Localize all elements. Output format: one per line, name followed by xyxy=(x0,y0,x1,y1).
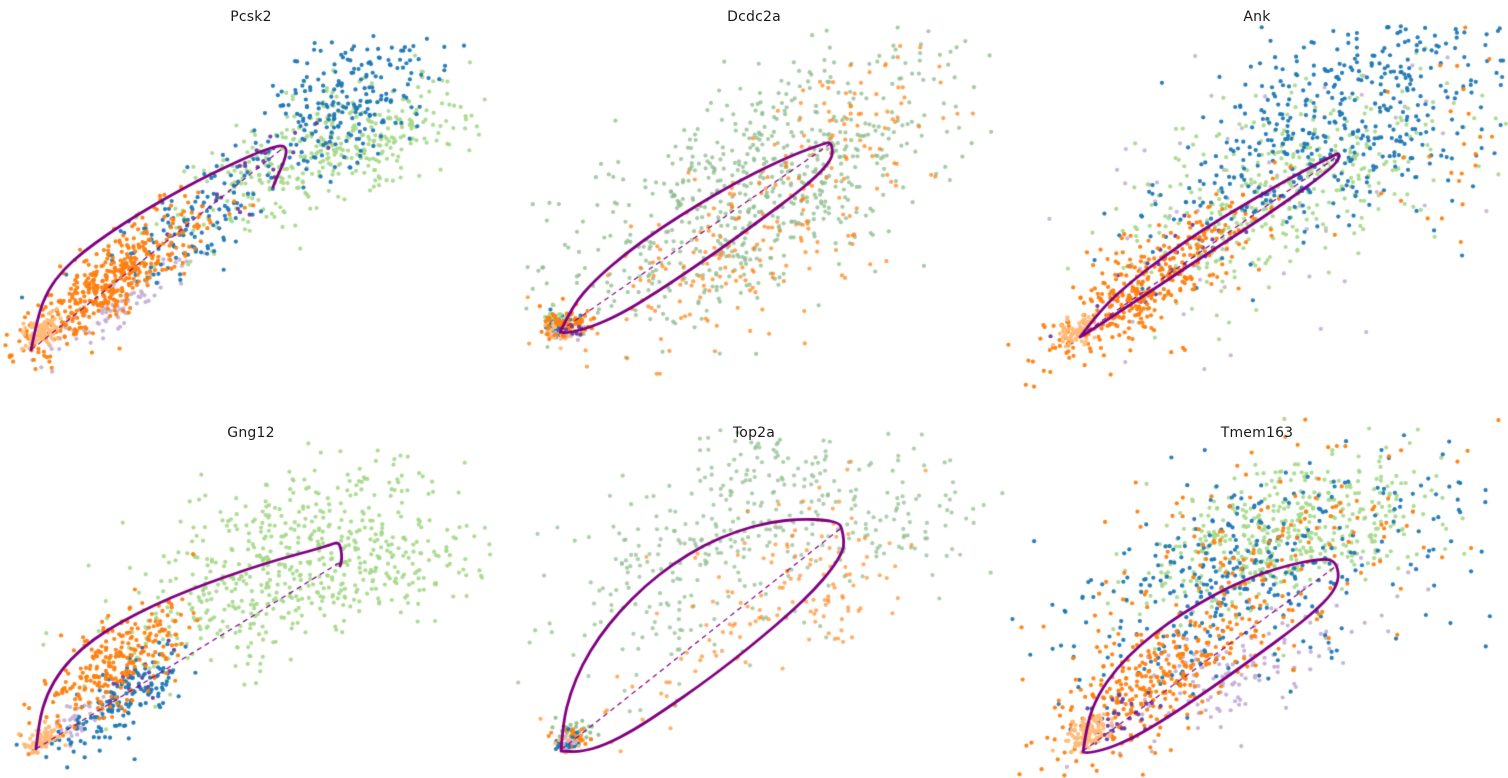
panel-top2a: Top2a xyxy=(503,389,1005,778)
scatter-plot-tmem163 xyxy=(1006,389,1508,778)
gene-title-top2a: Top2a xyxy=(732,425,776,441)
panel-tmem163: Tmem163 xyxy=(1006,389,1508,778)
gene-title-pcsk2: Pcsk2 xyxy=(230,9,272,25)
gene-title-tmem163: Tmem163 xyxy=(1220,425,1294,441)
panel-ank: Ank xyxy=(1006,0,1508,389)
scatter-plot-pcsk2 xyxy=(0,0,502,389)
panel-pcsk2: Pcsk2 xyxy=(0,0,502,389)
gene-title-gng12: Gng12 xyxy=(227,425,275,441)
scatter-plot-top2a xyxy=(503,389,1005,778)
panel-dcdc2a: Dcdc2a xyxy=(503,0,1005,389)
scatter-plot-ank xyxy=(1006,0,1508,389)
panel-gng12: Gng12 xyxy=(0,389,502,778)
scatter-plot-dcdc2a xyxy=(503,0,1005,389)
gene-title-ank: Ank xyxy=(1243,9,1271,25)
scatter-plot-gng12 xyxy=(0,389,502,778)
gene-title-dcdc2a: Dcdc2a xyxy=(727,9,781,25)
